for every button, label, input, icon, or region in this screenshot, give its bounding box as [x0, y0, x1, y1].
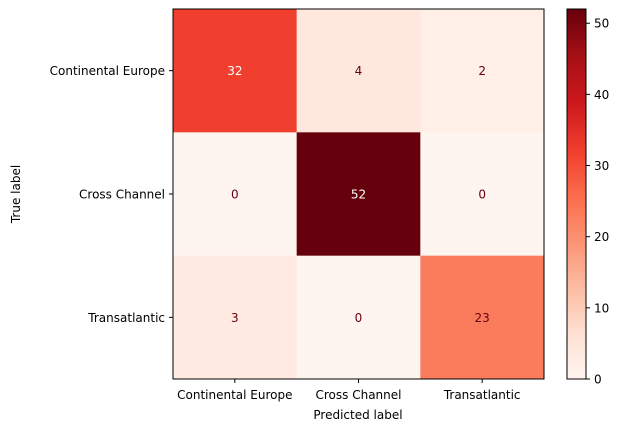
heatmap-cell	[173, 9, 298, 133]
x-tick-label: Transatlantic	[443, 388, 521, 402]
y-tick-label: Transatlantic	[87, 311, 165, 325]
cell-value-label: 0	[355, 311, 363, 325]
heatmap-cell	[420, 255, 545, 380]
heatmap-cell	[296, 132, 421, 257]
x-tick-label: Continental Europe	[177, 388, 292, 402]
y-axis-label: True label	[9, 165, 23, 224]
colorbar-tick-label: 50	[594, 17, 609, 31]
heatmap-cell	[420, 132, 545, 257]
heatmap-cell	[296, 255, 421, 380]
cell-value-label: 0	[478, 188, 486, 202]
heatmap-cell	[173, 132, 298, 257]
y-tick-label: Cross Channel	[79, 188, 165, 202]
colorbar-tick-label: 0	[594, 373, 602, 387]
colorbar-tick-label: 20	[594, 230, 609, 244]
y-tick-label: Continental Europe	[50, 64, 165, 78]
colorbar-tick-label: 40	[594, 88, 609, 102]
cell-value-label: 4	[355, 64, 363, 78]
cell-value-labels: 32 4 2 0 52 0 3 0 23	[227, 64, 490, 325]
cell-value-label: 2	[478, 64, 486, 78]
colorbar-tick-label: 10	[594, 301, 609, 315]
colorbar	[566, 8, 587, 380]
x-axis-label: Predicted label	[313, 408, 402, 422]
x-tick-label: Cross Channel	[316, 388, 402, 402]
y-axis: Continental Europe Cross Channel Transatla…	[50, 64, 173, 325]
heatmap-cell	[173, 255, 298, 380]
cell-value-label: 23	[475, 311, 490, 325]
x-axis: Continental Europe Cross Channel Transatla…	[177, 379, 521, 402]
heatmap-cell	[296, 9, 421, 133]
heatmap-cells	[173, 9, 545, 380]
colorbar-ticks: 0 10 20 30 40 50	[586, 17, 609, 387]
cell-value-label: 0	[231, 188, 239, 202]
cell-value-label: 32	[227, 64, 242, 78]
cell-value-label: 3	[231, 311, 239, 325]
cell-value-label: 52	[351, 188, 366, 202]
heatmap-cell	[420, 9, 545, 133]
colorbar-tick-label: 30	[594, 159, 609, 173]
